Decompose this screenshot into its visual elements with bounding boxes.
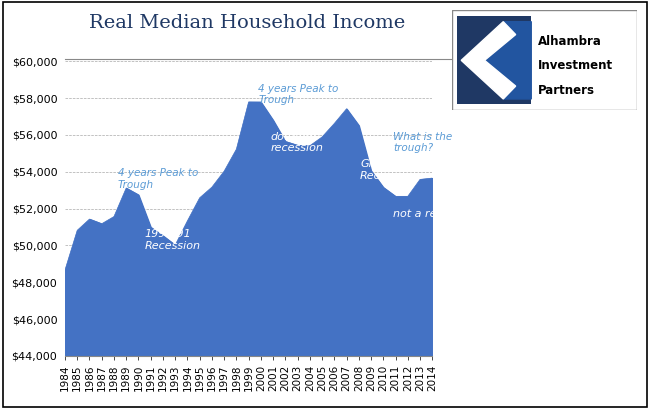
Polygon shape [484, 22, 531, 99]
Text: Real Median Household Income: Real Median Household Income [89, 14, 405, 32]
Text: Partners: Partners [538, 84, 595, 97]
FancyBboxPatch shape [456, 16, 531, 105]
Text: 4 years Peak to
Trough: 4 years Peak to Trough [259, 84, 339, 105]
Text: Great
Recession: Great Recession [360, 159, 416, 181]
Text: not a recovery: not a recovery [393, 209, 474, 219]
Text: 1990-91
Recession: 1990-91 Recession [144, 229, 201, 251]
Text: 4 years Peak to
Trough: 4 years Peak to Trough [118, 169, 198, 190]
Text: Investment: Investment [538, 59, 613, 72]
Text: What is the
trough?: What is the trough? [393, 132, 452, 153]
Text: Alhambra: Alhambra [538, 35, 602, 47]
FancyBboxPatch shape [452, 10, 637, 110]
Text: dot-com
recession: dot-com recession [270, 132, 324, 153]
Polygon shape [462, 22, 515, 99]
